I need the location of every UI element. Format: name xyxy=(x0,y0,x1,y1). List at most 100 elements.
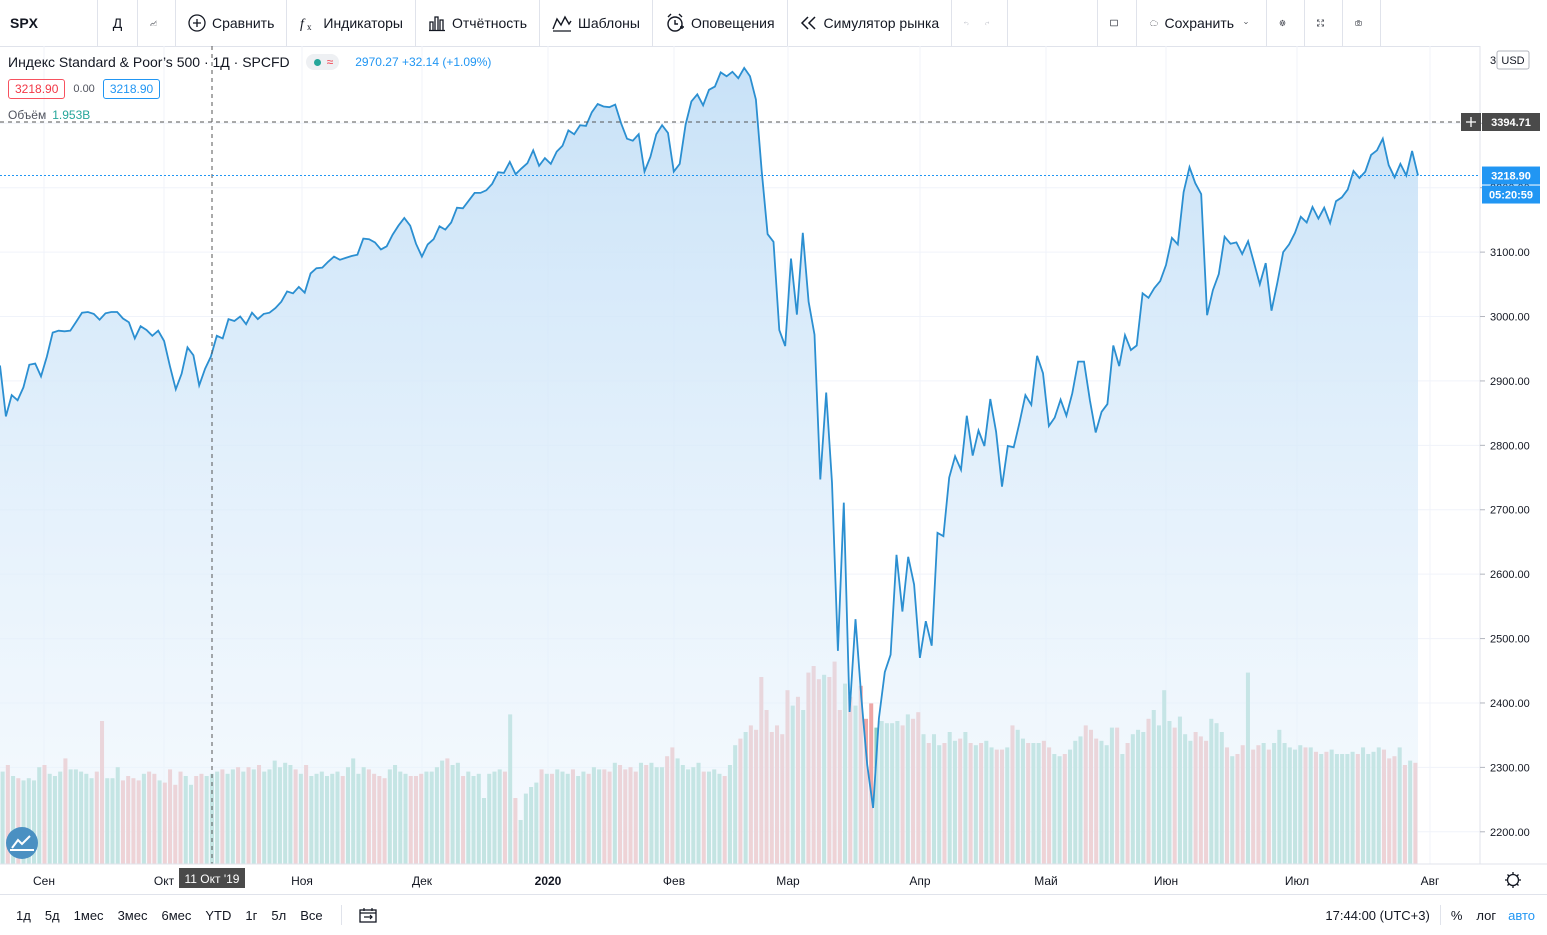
time-tick-label: Мар xyxy=(776,874,800,888)
price-tick-label: 2700.00 xyxy=(1490,505,1530,517)
replay-button[interactable]: Симулятор рынка xyxy=(788,0,953,46)
volume-label: Объём xyxy=(8,108,47,122)
templates-icon xyxy=(552,15,572,32)
settings-button[interactable] xyxy=(1267,0,1305,46)
range-button[interactable]: 3мес xyxy=(117,907,148,923)
indicators-label: Индикаторы xyxy=(323,15,403,31)
time-tick-label: Фев xyxy=(663,874,685,888)
layout-button[interactable] xyxy=(1097,0,1137,46)
chart-legend: Индекс Standard & Poor’s 500 · 1Д · SPCF… xyxy=(8,52,491,125)
bid-price[interactable]: 3218.90 xyxy=(8,79,66,99)
time-tick-label: Окт xyxy=(154,874,175,888)
volume-bar xyxy=(869,703,874,864)
compare-label: Сравнить xyxy=(212,15,275,31)
legend-quote: 2970.27 +32.14 (+1.09%) xyxy=(355,55,492,69)
alerts-button[interactable]: Оповещения xyxy=(653,0,788,46)
save-button[interactable]: Сохранить xyxy=(1137,0,1267,46)
interval-button[interactable]: Д xyxy=(98,0,138,46)
time-tick-label: Июн xyxy=(1154,874,1178,888)
countdown-label: 05:20:59 xyxy=(1489,190,1533,202)
financials-button[interactable]: Отчётность xyxy=(416,0,541,46)
price-tick-label: 2800.00 xyxy=(1490,440,1530,452)
range-button[interactable]: 6мес xyxy=(161,907,192,923)
range-button[interactable]: 1г xyxy=(245,907,258,923)
legend-title[interactable]: Индекс Standard & Poor’s 500 · 1Д · SPCF… xyxy=(8,54,290,70)
undo-icon[interactable] xyxy=(964,16,969,30)
fullscreen-icon xyxy=(1317,19,1324,27)
percent-toggle[interactable]: % xyxy=(1450,907,1463,923)
range-button[interactable]: YTD xyxy=(205,907,232,923)
clock-timezone[interactable]: 17:44:00 (UTC+3) xyxy=(1325,907,1430,923)
price-tick-label: 2500.00 xyxy=(1490,634,1530,646)
time-tick-label: 2020 xyxy=(535,874,562,888)
price-tick-label: 2400.00 xyxy=(1490,698,1530,710)
last-price-label: 3218.90 xyxy=(1491,171,1531,183)
price-axis[interactable]: 3300.003200.003100.003000.002900.002800.… xyxy=(1461,46,1547,864)
ask-price[interactable]: 3218.90 xyxy=(102,79,161,99)
range-button[interactable]: 1д xyxy=(16,907,31,923)
financials-label: Отчётность xyxy=(451,15,528,31)
auto-toggle[interactable]: авто xyxy=(1508,907,1535,923)
time-tick-label: Авг xyxy=(1421,874,1440,888)
range-button[interactable]: 1мес xyxy=(73,907,104,923)
crosshair-price-label: 3394.71 xyxy=(1491,117,1531,129)
fullscreen-button[interactable] xyxy=(1305,0,1343,46)
logo-icon[interactable] xyxy=(6,827,38,859)
rewind-icon xyxy=(800,16,816,30)
snapshot-button[interactable] xyxy=(1343,0,1381,46)
time-tick-label: Дек xyxy=(412,874,433,888)
alarm-clock-icon xyxy=(667,13,684,32)
crosshair-date-label: 11 Окт '19 xyxy=(185,872,240,886)
price-tick-label: 2300.00 xyxy=(1490,762,1530,774)
alerts-label: Оповещения xyxy=(690,15,775,31)
divider xyxy=(1439,905,1441,925)
undo-redo-group xyxy=(952,0,1009,46)
save-label: Сохранить xyxy=(1164,15,1235,31)
svg-text:f: f xyxy=(300,17,306,32)
currency-label: USD xyxy=(1501,55,1524,67)
volume-value: 1.953B xyxy=(52,108,91,122)
time-axis[interactable]: Сен Окт Ноя Дек 2020 Фев Мар Апр Май Июн Июл Авг 11… xyxy=(0,863,1547,894)
time-tick-label: Сен xyxy=(33,874,55,888)
templates-button[interactable]: Шаблоны xyxy=(540,0,653,46)
axis-settings-button[interactable] xyxy=(1505,872,1521,888)
bar-chart-icon xyxy=(428,16,445,32)
spread-value: 0.00 xyxy=(73,83,95,95)
symbol-search[interactable]: SPX xyxy=(0,0,98,46)
log-toggle[interactable]: лог xyxy=(1476,907,1497,923)
market-status-pill[interactable]: ≈ xyxy=(305,54,340,70)
compare-button[interactable]: Сравнить xyxy=(176,0,288,46)
price-area xyxy=(0,67,1418,864)
camera-icon xyxy=(1355,20,1362,26)
range-button[interactable]: Все xyxy=(300,907,323,923)
chart-type-icon xyxy=(150,20,157,26)
templates-label: Шаблоны xyxy=(578,15,640,31)
price-tick-label: 2600.00 xyxy=(1490,569,1530,581)
cloud-icon xyxy=(1150,20,1158,26)
bottom-bar: 1д 5д 1мес 3мес 6мес YTD 1г 5л Все 17:44:00 (UTC… xyxy=(0,894,1547,935)
replay-label: Симулятор рынка xyxy=(823,15,940,31)
market-open-dot xyxy=(313,58,321,66)
bottom-right-controls: 17:44:00 (UTC+3) % лог авто xyxy=(1325,895,1535,935)
chevron-down-icon xyxy=(1244,22,1248,25)
chart-type-button[interactable] xyxy=(138,0,176,46)
date-range-icon[interactable] xyxy=(358,907,378,923)
price-top-partial: 3( xyxy=(1490,55,1500,67)
time-tick-label: Ноя xyxy=(291,874,313,888)
svg-text:x: x xyxy=(307,22,312,32)
plus-circle-icon xyxy=(188,14,206,32)
gear-icon xyxy=(1279,19,1286,27)
price-chart[interactable]: 3300.003200.003100.003000.002900.002800.… xyxy=(0,46,1547,894)
range-button[interactable]: 5д xyxy=(44,907,60,923)
price-tick-label: 2900.00 xyxy=(1490,376,1530,388)
price-tick-label: 3100.00 xyxy=(1490,247,1530,259)
divider xyxy=(340,905,342,925)
redo-icon[interactable] xyxy=(984,16,990,30)
price-tick-label: 2200.00 xyxy=(1490,827,1530,839)
range-button[interactable]: 5л xyxy=(271,907,287,923)
square-icon xyxy=(1110,19,1118,27)
price-line xyxy=(0,66,1419,809)
time-tick-label: Июл xyxy=(1285,874,1309,888)
